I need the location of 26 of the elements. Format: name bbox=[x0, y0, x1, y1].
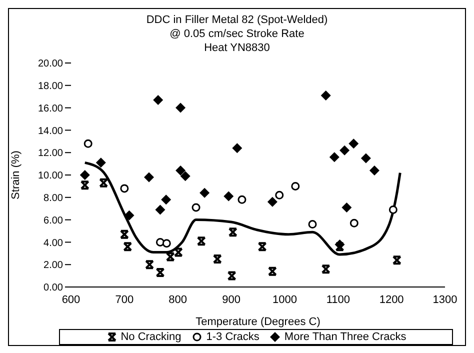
x-tick-label: 1200 bbox=[379, 294, 404, 306]
y-tick-label: 0.00 bbox=[44, 282, 64, 294]
y-tick-label: 2.00 bbox=[44, 260, 64, 272]
x-tick-label: 1000 bbox=[272, 294, 297, 306]
y-tick-label: 14.00 bbox=[38, 126, 64, 137]
chart-subtitle: @ 0.05 cm/sec Stroke Rate Heat YN8830 bbox=[168, 27, 306, 55]
x-tick-label: 1300 bbox=[432, 294, 458, 306]
x-tick-label: 900 bbox=[222, 294, 240, 306]
legend-label: 1-3 Cracks bbox=[206, 331, 260, 343]
x-tick-label: 600 bbox=[62, 294, 80, 306]
y-tick-label: 20.00 bbox=[38, 58, 64, 70]
y-tick-label: 18.00 bbox=[38, 80, 64, 92]
legend-label: No Cracking bbox=[120, 331, 182, 343]
legend-label: More Than Three Cracks bbox=[284, 331, 406, 343]
y-tick-label: 12.00 bbox=[38, 148, 64, 160]
y-tick-label: 4.00 bbox=[44, 238, 64, 249]
y-tick-label: 16.00 bbox=[38, 103, 64, 114]
x-axis-title: Temperature (Degrees C) bbox=[196, 316, 320, 328]
y-tick-label: 8.00 bbox=[44, 192, 64, 204]
y-tick-label: 10.00 bbox=[38, 170, 64, 182]
x-tick-label: 800 bbox=[168, 294, 188, 306]
chart-title: DDC in Filler Metal 82 (Spot-Welded) bbox=[145, 13, 329, 27]
y-axis-title: Strain (%) bbox=[10, 150, 22, 200]
x-tick-label: 700 bbox=[115, 294, 134, 306]
x-tick-label: 1100 bbox=[326, 294, 350, 306]
y-tick-label: 6.00 bbox=[44, 215, 64, 226]
